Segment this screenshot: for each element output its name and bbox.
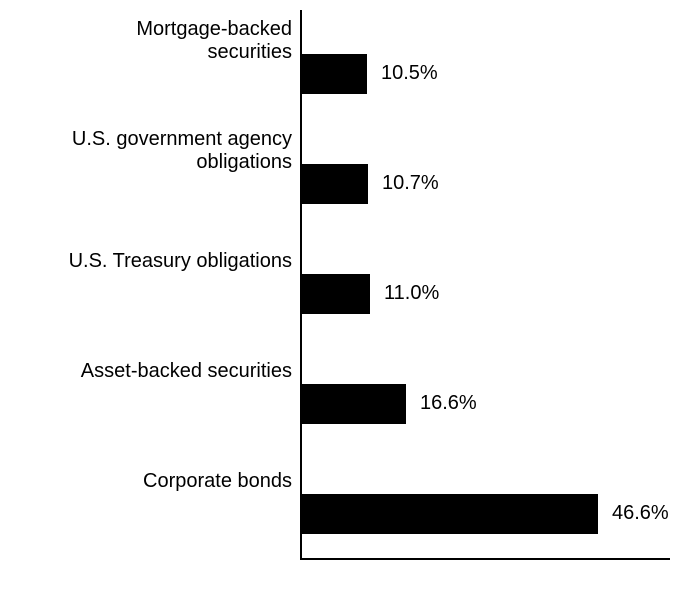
bar: [300, 54, 367, 94]
value-label: 10.7%: [382, 172, 439, 195]
bar: [300, 274, 370, 314]
value-label: 16.6%: [420, 392, 477, 415]
bar: [300, 164, 368, 204]
bar: [300, 384, 406, 424]
category-label: Mortgage-backed securities: [136, 18, 292, 64]
value-label: 11.0%: [384, 282, 439, 305]
bar: [300, 494, 598, 534]
category-label: Asset-backed securities: [81, 360, 292, 383]
y-axis-line: [300, 10, 302, 558]
value-label: 10.5%: [381, 62, 438, 85]
value-label: 46.6%: [612, 502, 669, 525]
category-label: Corporate bonds: [143, 470, 292, 493]
category-label: U.S. government agency obligations: [72, 128, 292, 174]
x-axis-line: [300, 558, 670, 560]
category-label: U.S. Treasury obligations: [69, 250, 292, 273]
horizontal-bar-chart: Mortgage-backed securities 10.5% U.S. go…: [0, 0, 696, 612]
